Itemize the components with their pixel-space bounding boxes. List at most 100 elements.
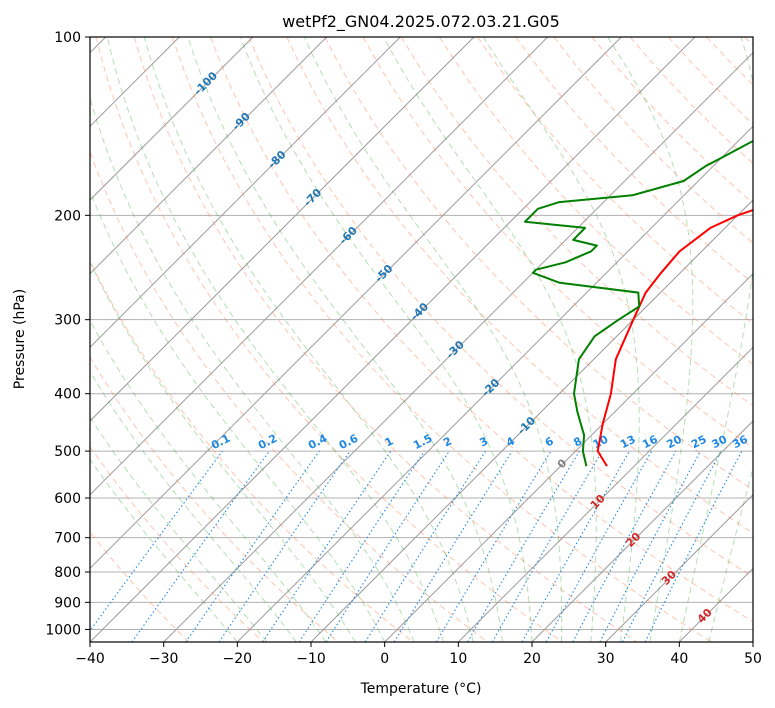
dry-adiabat-lines	[90, 37, 753, 642]
isotherm-line	[310, 199, 753, 642]
moist-adiabat	[678, 37, 753, 642]
dry-adiabat	[438, 37, 753, 366]
y-tick-label: 400	[54, 387, 81, 403]
dry-adiabat	[90, 150, 488, 642]
y-tick-label: 500	[54, 444, 81, 460]
moist-adiabat	[607, 37, 694, 642]
moist-adiabat	[239, 37, 533, 642]
mixing-ratio-line	[393, 450, 513, 642]
isotherm-line	[90, 37, 622, 570]
plot-frame	[89, 36, 754, 643]
mixing-ratio-line	[572, 450, 677, 642]
moist-adiabat	[90, 458, 238, 642]
dry-adiabat	[477, 37, 753, 325]
dry-adiabat	[248, 37, 753, 578]
x-tick-label: −10	[296, 651, 326, 667]
x-tick-label: 40	[670, 651, 688, 667]
x-tick-label: 50	[744, 651, 762, 667]
dewpoint-line	[524, 139, 753, 467]
dry-adiabat	[90, 445, 264, 642]
mixing-ratio-label: 36	[730, 433, 750, 452]
y-tick-label: 100	[54, 30, 81, 46]
mixing-ratio-line	[90, 450, 223, 632]
isotherm-line	[752, 641, 753, 642]
dry-adiabat	[133, 37, 638, 642]
x-axis-title: Temperature (°C)	[360, 681, 482, 697]
y-tick-label: 1000	[45, 622, 81, 638]
moist-adiabat	[90, 370, 297, 642]
moist-adiabat	[90, 189, 386, 642]
chart-title: wetPf2_GN04.2025.072.03.21.G05	[282, 12, 560, 32]
y-tick-label: 900	[54, 595, 81, 611]
mixing-ratio-line	[545, 450, 653, 642]
y-tick-label: 300	[54, 313, 81, 329]
isotherm-line	[90, 37, 401, 349]
x-axis-ticks: −40 −30 −20 −10 0 10 20 30 40 50	[75, 642, 762, 667]
moist-adiabat	[187, 37, 503, 642]
moist-adiabat	[90, 96, 415, 642]
isotherm-line	[605, 493, 753, 642]
dry-adiabat	[90, 259, 414, 642]
mixing-ratio-label: 25	[689, 433, 709, 452]
moist-adiabat	[303, 37, 563, 642]
mixing-ratio-line	[325, 450, 450, 642]
y-axis-ticks: 100 200 300 400 500 600 700 800 900 1000	[45, 30, 90, 638]
mixing-ratio-label: 30	[710, 433, 730, 452]
isobar-gridlines	[90, 37, 753, 630]
x-tick-label: −20	[223, 651, 253, 667]
y-tick-label: 600	[54, 491, 81, 507]
y-axis-title: Pressure (hPa)	[12, 289, 28, 389]
moist-adiabat	[383, 37, 597, 642]
isotherm-line	[531, 420, 753, 642]
dry-adiabat	[286, 37, 753, 534]
isotherm-line	[163, 51, 753, 642]
moist-adiabat	[106, 37, 445, 642]
mixing-ratio-line	[185, 450, 320, 642]
isotherm-line	[90, 37, 696, 642]
mixing-ratio-lines	[90, 450, 743, 642]
plot-area	[90, 37, 753, 642]
isotherm-line	[457, 346, 753, 642]
moist-adiabat	[90, 319, 327, 642]
y-tick-label: 800	[54, 565, 81, 581]
mixing-ratio-line	[298, 450, 425, 642]
x-tick-label: 0	[380, 651, 389, 667]
y-tick-label: 200	[54, 208, 81, 224]
dry-adiabat	[171, 37, 712, 642]
dry-adiabat	[324, 37, 753, 491]
x-tick-label: 20	[523, 651, 541, 667]
mixing-ratio-line	[262, 450, 392, 642]
moist-adiabat	[143, 37, 474, 642]
x-tick-label: 30	[597, 651, 615, 667]
moist-adiabat	[482, 37, 640, 642]
dry-adiabat	[90, 356, 339, 642]
moist-adiabat	[708, 466, 753, 642]
dry-adiabat	[95, 37, 563, 642]
x-tick-label: −30	[149, 651, 179, 667]
moist-adiabat	[90, 260, 356, 642]
isotherm-line	[90, 37, 328, 275]
mixing-ratio-line	[521, 450, 630, 642]
isotherm-line	[236, 125, 753, 642]
mixing-ratio-label: 13	[618, 433, 638, 452]
mixing-ratio-line	[644, 450, 743, 642]
mixing-ratio-line	[218, 450, 351, 642]
isotherm-lines	[90, 37, 753, 642]
dry-adiabat	[210, 37, 753, 623]
profile-series	[524, 139, 753, 467]
x-tick-label: −40	[75, 651, 105, 667]
mixing-ratio-label: 20	[664, 433, 684, 452]
mixing-ratio-label: 10	[591, 433, 611, 452]
temperature-line	[596, 208, 753, 467]
x-tick-label: 10	[449, 651, 467, 667]
moist-adiabat	[90, 416, 268, 642]
isotherm-line	[90, 37, 475, 422]
mixing-ratio-label: 16	[640, 433, 660, 452]
isotherm-line	[90, 37, 254, 201]
moist-adiabat-lines	[90, 37, 753, 642]
y-tick-label: 700	[54, 531, 81, 547]
mixing-ratio-line	[131, 450, 270, 642]
isotherm-line	[90, 37, 549, 496]
isotherm-line	[384, 272, 753, 642]
